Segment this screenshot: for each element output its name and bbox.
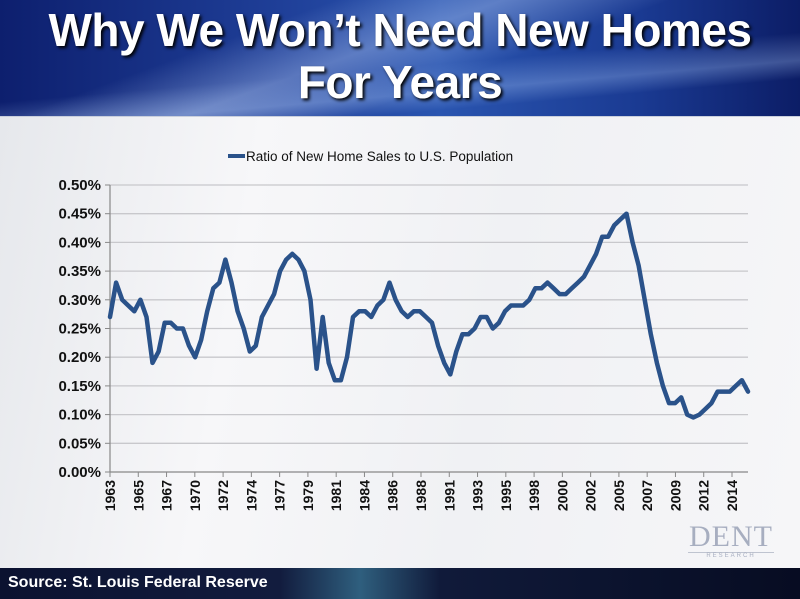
legend-label: Ratio of New Home Sales to U.S. Populati… [246,149,513,164]
y-tick-label: 0.20% [58,349,101,366]
x-tick-label: 1965 [130,480,146,511]
y-tick-label: 0.15% [58,378,101,395]
y-tick-label: 0.00% [58,464,101,481]
source-note: Source: St. Louis Federal Reserve [8,574,268,591]
line-chart: 0.00% 0.05% 0.10% 0.15% 0.20% 0.25% 0.30% 0.35%… [58,149,751,511]
gridlines [110,184,748,444]
dent-research-logo: DENT RESEARCH [688,522,774,559]
title-line-1: Why We Won’t Need New Homes [48,4,752,56]
y-tick-label: 0.45% [58,206,101,223]
x-tick-label: 1991 [441,480,457,511]
x-tick-label: 1988 [413,480,429,511]
y-tick-label: 0.05% [58,435,101,452]
x-tick-label: 2000 [554,480,570,511]
x-tick-label: 2002 [583,480,599,511]
y-tick-label: 0.50% [58,177,101,194]
x-tick-label: 1963 [102,480,118,511]
series-line [107,211,751,420]
x-tick-label: 2005 [611,480,627,511]
x-tick-label: 1998 [526,480,542,511]
y-axis-ticks: 0.00% 0.05% 0.10% 0.15% 0.20% 0.25% 0.30% 0.35%… [58,177,101,481]
x-tick-label: 1970 [187,480,203,511]
slide-title: Why We Won’t Need New Homes For Years [0,4,800,108]
x-tick-label: 1981 [328,480,344,511]
x-tick-label: 1995 [498,480,514,511]
chart-background [0,116,800,569]
x-tick-label: 1977 [272,480,288,511]
logo-text: DENT [689,520,773,553]
legend: Ratio of New Home Sales to U.S. Populati… [228,149,513,164]
footer-bar: Source: St. Louis Federal Reserve [0,568,800,599]
logo-subtext: RESEARCH [688,552,774,559]
y-tick-label: 0.25% [58,321,101,338]
x-tick-label: 1967 [159,480,175,511]
y-tick-label: 0.10% [58,407,101,424]
x-axis-ticks: 1963 1965 1967 1970 1972 1974 1977 1979 1981 1984… [102,480,740,511]
x-tick-label: 1984 [356,480,372,511]
title-banner: Why We Won’t Need New Homes For Years [0,0,800,116]
x-tick-label: 2009 [667,480,683,511]
x-tick-label: 1993 [470,480,486,511]
x-tick-label: 2012 [696,480,712,511]
x-tick-label: 1979 [300,480,316,511]
x-tick-label: 1972 [215,480,231,511]
title-line-2: For Years [297,56,503,108]
x-tick-label: 1974 [243,480,259,511]
x-tick-label: 1986 [385,480,401,511]
y-tick-label: 0.40% [58,234,101,251]
axes [105,184,748,477]
x-tick-label: 2007 [639,480,655,511]
y-tick-label: 0.30% [58,292,101,309]
x-tick-label: 2014 [724,480,740,511]
y-tick-label: 0.35% [58,263,101,280]
